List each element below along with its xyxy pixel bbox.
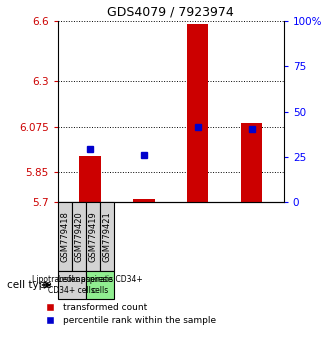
Text: cell type: cell type xyxy=(7,280,51,290)
Bar xyxy=(133,199,155,202)
Text: GSM779421: GSM779421 xyxy=(103,211,112,262)
Bar xyxy=(100,202,114,271)
Bar xyxy=(86,271,114,299)
Text: GSM779420: GSM779420 xyxy=(75,211,83,262)
Legend: transformed count, percentile rank within the sample: transformed count, percentile rank withi… xyxy=(41,303,216,325)
Text: GSM779418: GSM779418 xyxy=(60,211,69,262)
Text: Lipotransfer aspirate
CD34+ cells: Lipotransfer aspirate CD34+ cells xyxy=(32,275,112,295)
Bar xyxy=(241,122,262,202)
Text: GSM779419: GSM779419 xyxy=(88,211,98,262)
Bar xyxy=(72,202,86,271)
Text: Leukapheresis CD34+
cells: Leukapheresis CD34+ cells xyxy=(58,275,143,295)
Bar xyxy=(79,156,101,202)
Bar xyxy=(58,271,86,299)
Title: GDS4079 / 7923974: GDS4079 / 7923974 xyxy=(107,6,234,19)
Bar xyxy=(58,202,72,271)
Bar xyxy=(86,202,100,271)
Bar xyxy=(187,24,209,202)
